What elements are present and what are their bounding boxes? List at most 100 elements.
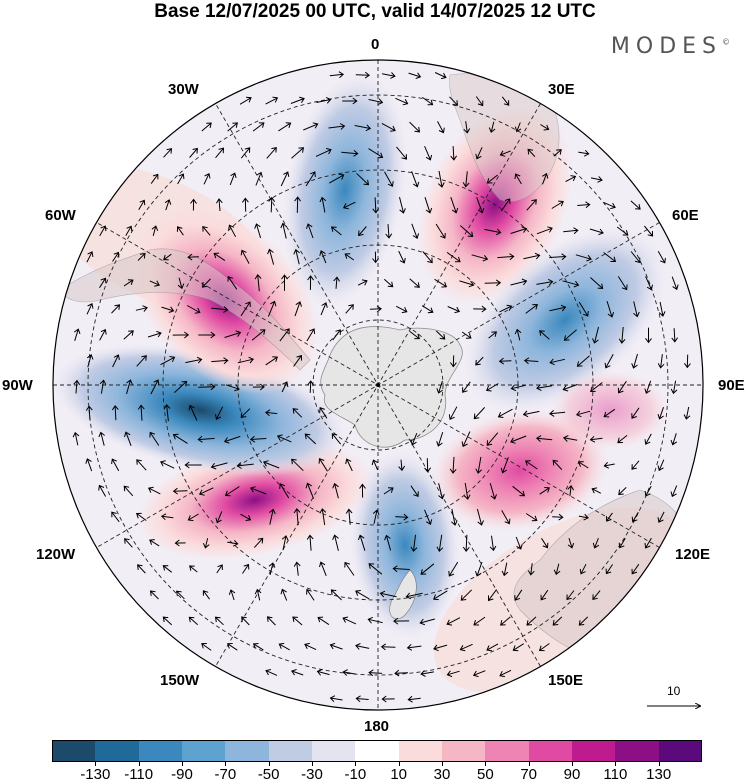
wind-arrow: [630, 251, 641, 264]
wind-arrow: [590, 277, 604, 290]
wind-arrow: [436, 534, 444, 553]
wind-arrow: [657, 407, 664, 420]
wind-arrow: [424, 146, 433, 161]
wind-arrow: [190, 198, 197, 211]
wind-arrow: [265, 96, 279, 105]
wind-arrow: [471, 254, 489, 262]
wind-arrow: [395, 97, 409, 106]
wind-arrow: [185, 356, 203, 364]
wind-arrow: [265, 356, 278, 366]
wind-arrow: [267, 300, 277, 317]
wind-arrow: [252, 643, 264, 651]
wind-arrow: [278, 122, 292, 132]
wind-arrow: [202, 538, 210, 549]
wind-arrow: [463, 121, 471, 134]
wind-arrow: [137, 252, 146, 261]
wind-arrow: [223, 435, 241, 444]
wind-arrow: [411, 223, 420, 239]
wind-arrow: [383, 278, 394, 288]
longitude-label-0: 0: [371, 36, 380, 53]
wind-arrow: [501, 562, 509, 577]
wind-arrow: [254, 273, 262, 292]
wind-arrow: [396, 146, 408, 160]
wind-arrow: [526, 616, 537, 626]
wind-arrow: [73, 328, 81, 341]
wind-arrow: [671, 276, 679, 291]
wind-arrow: [385, 224, 393, 239]
wind-arrow: [618, 538, 626, 549]
wind-arrow: [160, 513, 174, 521]
wind-arrow: [644, 485, 652, 497]
wind-arrow: [269, 508, 276, 525]
wind-arrow: [522, 410, 540, 418]
longitude-label-180: 180: [364, 718, 390, 735]
wind-arrow: [85, 405, 93, 420]
wind-arrow: [342, 616, 357, 625]
wind-arrow: [292, 616, 303, 626]
wind-arrow: [484, 279, 502, 287]
wind-arrow: [332, 482, 339, 499]
wind-arrow: [424, 458, 432, 473]
wind-arrow: [542, 172, 549, 185]
wind-arrow: [198, 331, 216, 339]
wind-arrow: [500, 198, 511, 212]
wind-arrow: [449, 355, 457, 368]
wind-arrow: [631, 407, 640, 419]
wind-arrow: [424, 509, 433, 525]
wind-arrow: [381, 122, 396, 132]
wind-arrow: [552, 459, 563, 470]
colorbar-bin: [398, 740, 443, 762]
wind-arrow: [475, 561, 483, 577]
wind-arrow: [420, 563, 435, 575]
wind-arrow: [345, 508, 353, 525]
wind-arrow: [549, 410, 566, 417]
wind-arrow: [657, 250, 666, 264]
wind-arrow: [527, 563, 535, 576]
wind-arrow: [319, 407, 328, 419]
wind-arrow: [408, 72, 422, 79]
wind-arrow: [486, 174, 498, 184]
wind-arrow: [319, 561, 327, 576]
wind-arrow: [605, 564, 614, 575]
wind-arrow: [239, 96, 252, 105]
wind-arrow: [592, 590, 601, 601]
wind-arrow: [551, 200, 564, 209]
wind-arrow: [332, 329, 341, 341]
wind-arrow: [111, 304, 121, 314]
wind-arrow: [512, 643, 524, 652]
colorbar-tick-labels: -130 -110 -90 -70 -50 -30 -10 10 30 50 70 90 110 130: [0, 766, 750, 784]
wind-arrow: [603, 461, 615, 469]
wind-arrow: [476, 508, 484, 526]
wind-arrow: [535, 435, 553, 442]
wind-arrow: [149, 539, 160, 547]
wind-arrow: [577, 201, 591, 209]
wind-arrow: [111, 458, 120, 472]
wind-arrow: [618, 487, 627, 496]
wind-arrow: [318, 457, 328, 472]
wind-arrow: [592, 326, 599, 344]
wind-arrow: [567, 484, 575, 497]
wind-arrow: [356, 172, 370, 186]
wind-arrow: [86, 302, 94, 315]
wind-arrow: [305, 482, 315, 499]
wind-arrow: [657, 459, 665, 472]
wind-arrow: [475, 456, 483, 474]
wind-arrow: [280, 588, 288, 601]
wind-arrow: [475, 147, 483, 160]
wind-arrow: [489, 482, 497, 500]
wind-arrow: [188, 404, 198, 421]
wind-arrow: [577, 461, 589, 469]
wind-arrow: [189, 147, 198, 158]
wind-arrow: [355, 643, 370, 650]
wind-arrow: [410, 433, 418, 446]
wind-arrow: [381, 695, 395, 703]
wind-arrow: [161, 306, 175, 313]
wind-arrow: [563, 329, 577, 341]
colorbar-tick-label: 70: [520, 766, 537, 783]
wind-arrow: [249, 435, 267, 443]
wind-arrow: [398, 250, 406, 264]
wind-arrow: [331, 433, 342, 445]
wind-arrow: [514, 328, 522, 341]
wind-arrow: [306, 223, 314, 239]
